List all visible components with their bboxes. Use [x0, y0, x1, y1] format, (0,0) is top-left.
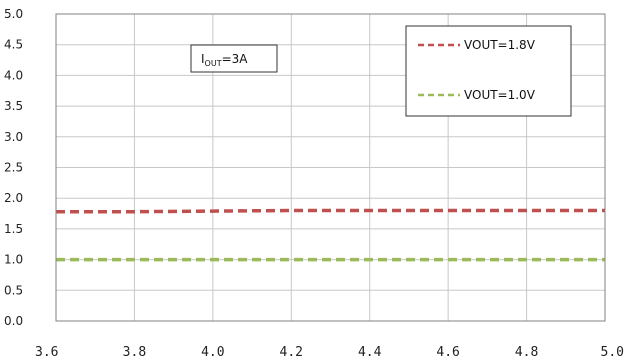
legend-label-0: VOUT=1.8V [464, 38, 536, 52]
y-tick-label: 2.5 [4, 161, 23, 175]
x-tick-label: 4.4 [358, 345, 382, 360]
legend-frame [405, 25, 572, 117]
x-tick-label: 4.6 [436, 345, 459, 360]
x-tick-label: 4.8 [515, 345, 538, 360]
x-tick-label: 5.0 [601, 345, 624, 360]
x-tick-label: 3.8 [123, 345, 146, 360]
y-tick-label: 3.0 [4, 130, 23, 144]
y-tick-label: 4.0 [4, 68, 23, 82]
annotation-frame [190, 44, 278, 73]
annotation-box: IOUT=3A [190, 44, 278, 73]
y-tick-label: 1.5 [4, 222, 23, 236]
annotation-subscript: OUT [205, 59, 222, 68]
y-tick-label: 1.0 [4, 253, 23, 267]
y-tick-label: 0.0 [4, 314, 23, 328]
y-tick-label: 4.5 [4, 38, 23, 52]
annotation-suffix: =3A [222, 52, 249, 66]
annotation-label: IOUT=3A [201, 52, 248, 68]
y-tick-label: 2.0 [4, 191, 23, 205]
series-line-0 [56, 208, 605, 214]
y-tick-label: 3.5 [4, 99, 23, 113]
y-axis-ticks: 0.0 0.5 1.0 1.5 2.0 2.5 3.0 3.5 4.0 4.5 5.0 [4, 7, 23, 328]
legend: VOUT=1.8V VOUT=1.0V [405, 25, 572, 117]
annotation-main: I [201, 52, 205, 66]
x-tick-label: 3.6 [35, 345, 58, 360]
x-tick-label: 4.2 [280, 345, 303, 360]
plot-border [55, 13, 606, 322]
y-tick-label: 0.5 [4, 283, 23, 297]
x-axis-ticks: 3.6 3.8 4.0 4.2 4.4 4.6 4.8 5.0 [35, 345, 624, 360]
legend-label-1: VOUT=1.0V [464, 88, 536, 102]
y-tick-label: 5.0 [4, 7, 23, 21]
x-tick-label: 4.0 [201, 345, 224, 360]
series-lines [56, 208, 605, 262]
